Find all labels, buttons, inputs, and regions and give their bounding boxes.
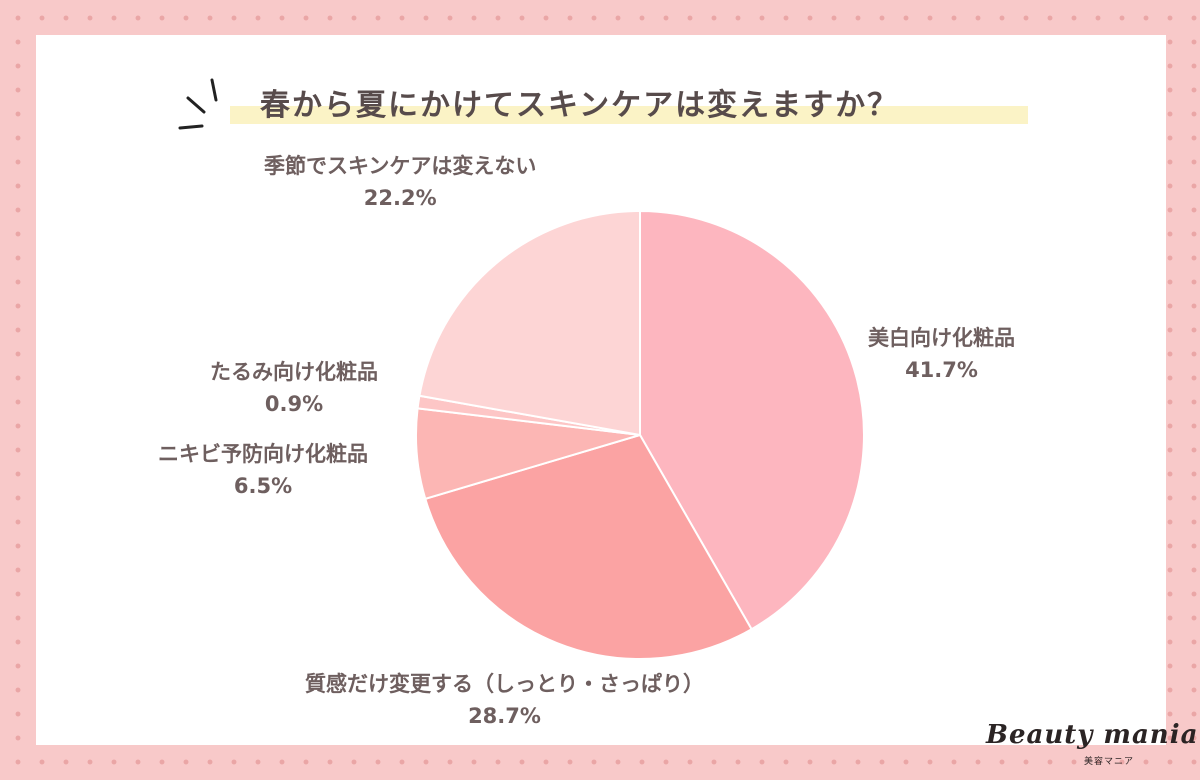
slice-percent: 6.5% (233, 474, 293, 498)
chart-title: 春から夏にかけてスキンケアは変えますか？ (260, 88, 900, 123)
slice-label-whitening: 美白向け化粧品 41.7% (868, 322, 1015, 386)
slice-percent: 41.7% (905, 358, 978, 382)
pie-slice-texture (424, 433, 753, 660)
logo-subtext: 美容マニア (1084, 757, 1135, 767)
slice-label-no-change: 季節でスキンケアは変えない 22.2% (264, 150, 536, 214)
slice-label-text: ニキビ予防向け化粧品 (158, 442, 368, 466)
slice-label-texture: 質感だけ変更する（しっとり・さっぱり） 28.7% (305, 668, 704, 732)
sparkle-accent-icon (178, 78, 218, 130)
logo-text: Beauty mania (986, 720, 1199, 750)
slice-percent: 22.2% (363, 186, 437, 210)
pie-slice-whitening (639, 209, 865, 631)
slice-label-text: 季節でスキンケアは変えない (264, 154, 537, 178)
chart-title-block: 春から夏にかけてスキンケアは変えますか？ (230, 78, 1030, 128)
pie-slice-no-change (418, 209, 641, 437)
slice-percent: 0.9% (264, 392, 324, 416)
slice-label-text: 質感だけ変更する（しっとり・さっぱり） (305, 672, 704, 696)
slice-label-text: 美白向け化粧品 (868, 326, 1015, 350)
slice-percent: 28.7% (468, 704, 541, 728)
brand-logo: Beauty mania 美容マニア (986, 720, 1197, 770)
slice-label-sagging: たるみ向け化粧品 0.9% (210, 356, 378, 420)
slice-label-acne: ニキビ予防向け化粧品 6.5% (158, 438, 368, 502)
slice-label-text: たるみ向け化粧品 (210, 360, 378, 384)
title-highlight-bar (230, 106, 1028, 124)
